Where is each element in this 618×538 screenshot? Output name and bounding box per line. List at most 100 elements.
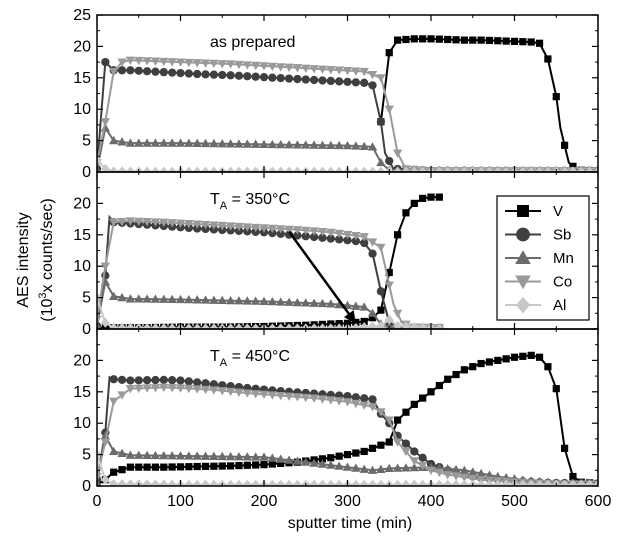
data-point-mn [250, 296, 261, 305]
data-point-co [209, 221, 219, 230]
data-point-al [309, 479, 319, 486]
data-point-al [151, 479, 160, 486]
data-point-co [409, 457, 419, 466]
data-point-co [276, 63, 286, 72]
y-tick-label: 20 [73, 38, 91, 55]
data-point-co [267, 62, 278, 72]
data-point-co [209, 386, 219, 395]
data-point-al [585, 479, 594, 486]
data-point-mn [476, 468, 486, 478]
data-point-mn [309, 140, 319, 149]
data-point-mn [292, 456, 303, 465]
data-point-al [393, 320, 402, 329]
data-point-co [234, 222, 244, 232]
data-point-al [435, 323, 444, 329]
data-point-co [109, 218, 119, 227]
legend-marker-mn [515, 250, 531, 264]
data-point-mn [109, 446, 119, 456]
data-point-co [150, 384, 161, 393]
data-point-v [527, 351, 535, 359]
panel-label-main: T [210, 191, 220, 208]
data-point-co [167, 219, 177, 228]
data-point-al [376, 166, 386, 172]
data-point-al [568, 479, 578, 486]
legend-entry-v: V [505, 203, 563, 220]
data-point-al [142, 166, 152, 172]
data-point-co [376, 408, 386, 417]
data-point-co [125, 217, 136, 226]
data-point-al [543, 166, 553, 172]
data-point-v [268, 460, 276, 468]
data-point-v [193, 462, 201, 471]
data-point-v [519, 352, 527, 360]
data-point-co [468, 474, 478, 484]
data-point-sb [126, 66, 135, 75]
data-point-mn [192, 295, 202, 304]
data-point-mn [301, 140, 311, 149]
data-point-mn [326, 140, 336, 149]
data-point-mn [100, 431, 111, 440]
data-point-al [217, 479, 227, 486]
panel-1: 0 5 10 15 20 25 as prepared [73, 7, 599, 181]
data-point-mn [134, 138, 144, 147]
data-point-mn [317, 298, 328, 308]
data-point-v [318, 455, 327, 463]
data-point-sb [159, 375, 168, 385]
data-point-co [225, 387, 236, 397]
data-point-mn [401, 463, 411, 472]
panel-3: 0 5 10 15 20 TA = 450°C [73, 328, 599, 495]
data-point-al [97, 154, 102, 165]
data-point-al [268, 323, 277, 329]
data-point-sb [293, 74, 302, 84]
data-point-al [351, 322, 361, 329]
data-point-mn [292, 297, 303, 307]
data-point-al [460, 166, 469, 172]
data-point-al [117, 479, 127, 486]
data-point-mn [142, 294, 152, 303]
data-point-mn [159, 294, 169, 303]
data-point-al [409, 479, 419, 486]
data-point-al [184, 323, 194, 329]
data-point-al [368, 321, 377, 329]
data-point-mn [167, 138, 177, 147]
data-point-mn [217, 139, 227, 148]
data-point-al [226, 166, 235, 172]
y-tick-label: 10 [73, 258, 91, 275]
y-tick-label: 20 [73, 195, 91, 212]
data-point-v [419, 194, 427, 202]
data-point-mn [276, 139, 286, 149]
data-point-v [368, 444, 377, 452]
legend-marker-v [517, 205, 529, 217]
y-tick-label: 25 [73, 7, 91, 24]
data-point-sb [201, 70, 210, 79]
data-point-v [427, 193, 435, 201]
data-point-mn [150, 138, 161, 147]
y-tick-label: 5 [82, 133, 91, 150]
data-point-co [359, 67, 369, 77]
data-point-mn [451, 464, 461, 474]
data-point-co [125, 56, 136, 65]
data-point-mn [359, 302, 369, 311]
plot-area [97, 193, 445, 329]
data-point-v [402, 209, 410, 217]
data-point-v [535, 353, 544, 361]
data-point-v [126, 463, 134, 471]
data-point-al [142, 323, 152, 329]
data-point-sb [284, 74, 294, 83]
data-point-al [535, 479, 544, 486]
data-point-al [493, 166, 503, 172]
data-point-al [142, 479, 152, 486]
data-point-v [510, 353, 519, 361]
data-point-v [118, 466, 126, 474]
data-point-co [342, 66, 353, 76]
data-point-v [110, 468, 118, 476]
data-point-mn [284, 297, 294, 306]
data-point-mn [225, 451, 236, 461]
data-point-sb [184, 377, 193, 386]
data-point-al [101, 317, 110, 328]
data-point-co [359, 233, 369, 242]
data-point-co [417, 461, 428, 471]
x-tick-label: 500 [501, 493, 528, 510]
data-point-co [175, 58, 186, 67]
